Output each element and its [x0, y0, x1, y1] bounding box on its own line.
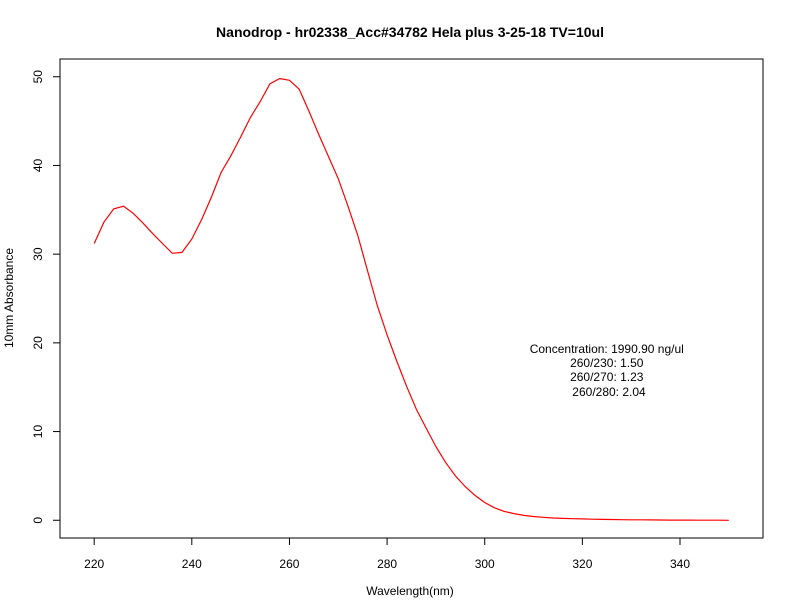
x-tick-label: 340	[670, 557, 690, 571]
x-tick-label: 320	[572, 557, 592, 571]
x-tick-label: 240	[182, 557, 202, 571]
concentration-line: Concentration: 1990.90 ng/ul	[530, 342, 684, 356]
x-tick-label: 300	[475, 557, 495, 571]
concentration-annotation: Concentration: 1990.90 ng/ul 260/230: 1.…	[530, 340, 689, 399]
chart-title: Nanodrop - hr02338_Acc#34782 Hela plus 3…	[216, 24, 604, 40]
y-axis: 0 10 20 30 40 50	[31, 70, 61, 524]
series-layer	[93, 77, 729, 521]
x-tick-label: 260	[279, 557, 299, 571]
x-tick-label: 220	[84, 557, 104, 571]
ratio-260-270-line: 260/270: 1.23	[570, 370, 644, 384]
x-axis-label: Wavelength(nm)	[366, 584, 454, 598]
ratio-260-280-line: 260/280: 2.04	[572, 385, 646, 399]
y-tick-label: 50	[31, 70, 45, 84]
y-tick-label: 20	[31, 336, 45, 350]
y-tick-label: 0	[31, 517, 45, 524]
y-tick-label: 40	[31, 158, 45, 172]
absorbance-series-line	[93, 77, 729, 521]
y-axis-label: 10mm Absorbance	[2, 248, 16, 348]
y-tick-label: 30	[31, 247, 45, 261]
plot-frame	[59, 58, 764, 539]
x-axis: 220 240 260 280 300 320 340	[84, 537, 690, 571]
y-tick-label: 10	[31, 425, 45, 439]
x-tick-label: 280	[377, 557, 397, 571]
ratio-260-230-line: 260/230: 1.50	[570, 356, 644, 370]
